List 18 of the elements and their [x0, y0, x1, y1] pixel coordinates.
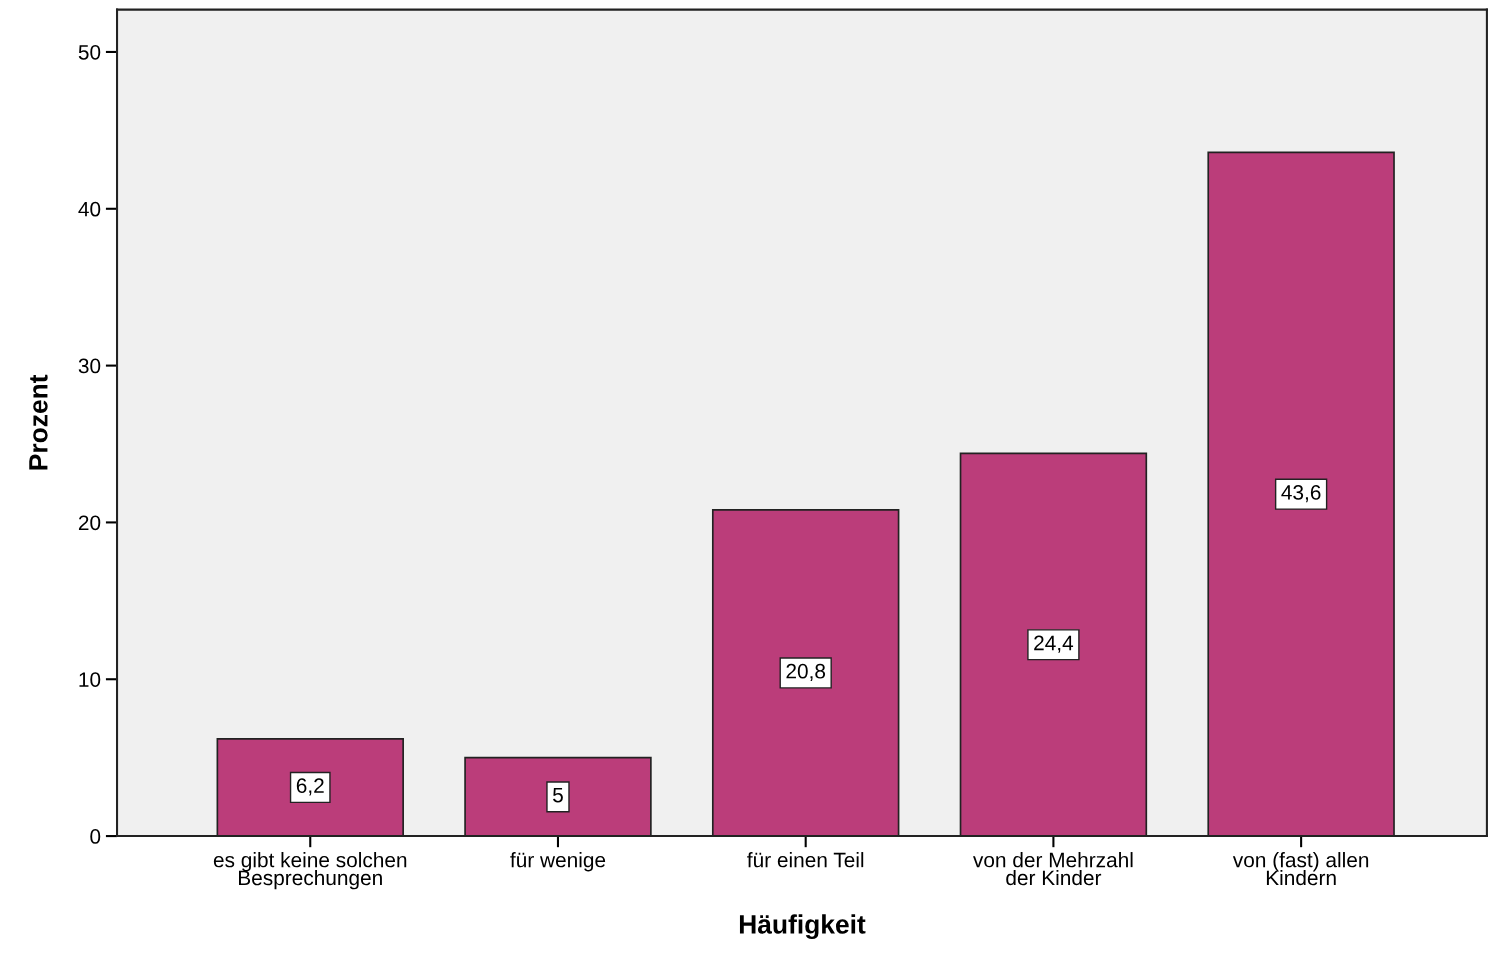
data-label: 20,8 — [786, 663, 826, 682]
x-tick-label: von (fast) allen Kindern — [1232, 852, 1369, 886]
y-tick-label: 40 — [78, 201, 101, 217]
y-tick-label: 0 — [90, 829, 101, 844]
x-tick-label: für wenige — [510, 852, 606, 872]
data-label: 43,6 — [1281, 485, 1321, 503]
y-tick-label: 50 — [78, 44, 101, 60]
y-tick-label: 30 — [78, 358, 101, 374]
y-axis-title: Prozent — [29, 374, 48, 470]
x-tick-label: es gibt keine solchen Besprechungen — [213, 852, 407, 890]
data-label: 24,4 — [1034, 635, 1074, 653]
x-axis-title: Häufigkeit — [739, 914, 866, 940]
x-tick-label: von der Mehrzahl der Kinder — [973, 852, 1133, 886]
y-tick-label: 10 — [79, 672, 101, 687]
y-tick-label: 20 — [78, 515, 101, 531]
x-tick-label: für einen Teil — [747, 852, 864, 868]
data-label: 6,2 — [296, 778, 324, 796]
data-label: 5 — [553, 787, 563, 803]
